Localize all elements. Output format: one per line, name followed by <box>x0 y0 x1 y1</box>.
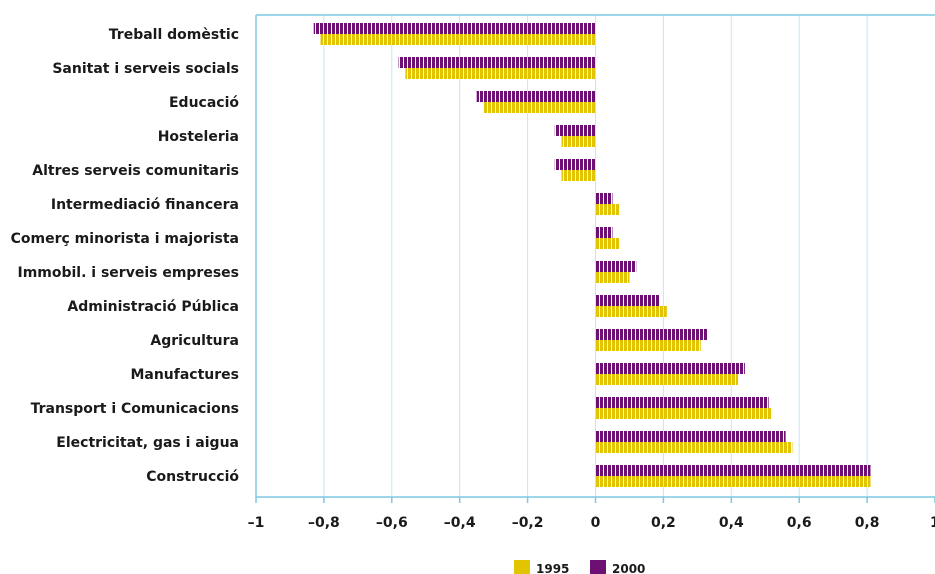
category-label: Sanitat i serveis socials <box>52 61 239 77</box>
legend-label-2000: 2000 <box>612 562 645 574</box>
legend: 1995 2000 <box>514 560 645 574</box>
bar-2000 <box>555 125 596 136</box>
category-label: Manufactures <box>130 367 239 383</box>
category-label: Transport i Comunicacions <box>31 401 239 417</box>
bar-2000 <box>596 397 769 408</box>
bar-2000 <box>555 159 596 170</box>
bar-1995 <box>596 340 701 351</box>
category-label: Construcció <box>146 469 239 485</box>
bar-2000 <box>596 261 637 272</box>
x-tick-label: –0,8 <box>308 515 340 531</box>
x-tick-label: –0,4 <box>444 515 476 531</box>
x-tick-label: –1 <box>248 515 265 531</box>
category-label: Hosteleria <box>158 129 239 145</box>
x-tick-label: 0,8 <box>855 515 880 531</box>
x-axis: –1 –0,8 –0,6 –0,4 –0,2 0 0,2 0,4 0,6 0,8 1 <box>248 497 935 531</box>
bar-1995 <box>596 408 773 419</box>
category-label: Comerç minorista i majorista <box>11 231 239 247</box>
bar-1995 <box>596 374 739 385</box>
bar-1995 <box>562 170 596 181</box>
category-labels: Treball domèstic Sanitat i serveis social… <box>11 27 240 485</box>
bar-1995 <box>596 272 630 283</box>
category-label: Treball domèstic <box>109 27 239 43</box>
bar-1995 <box>562 136 596 147</box>
bar-2000 <box>314 23 596 34</box>
bars <box>314 23 871 487</box>
bar-2000 <box>399 57 596 68</box>
gridlines <box>324 15 867 497</box>
legend-swatch-1995 <box>514 560 530 574</box>
bar-1995 <box>321 34 596 45</box>
bar-1995 <box>596 442 793 453</box>
bar-1995 <box>596 476 871 487</box>
x-tick-label: –0,6 <box>376 515 408 531</box>
category-label: Administració Pública <box>67 299 239 315</box>
bar-1995 <box>596 238 620 249</box>
x-tick-label: 0,6 <box>787 515 812 531</box>
category-label: Agricultura <box>150 333 239 349</box>
x-tick-label: 0,4 <box>719 515 744 531</box>
bar-2000 <box>596 227 613 238</box>
category-label: Immobil. i serveis empreses <box>17 265 239 281</box>
bar-2000 <box>596 431 786 442</box>
legend-swatch-2000 <box>590 560 606 574</box>
bar-2000 <box>596 295 661 306</box>
bar-2000 <box>596 363 745 374</box>
bar-2000 <box>596 193 613 204</box>
category-label: Intermediació financera <box>51 197 239 213</box>
x-tick-label: 1 <box>930 515 935 531</box>
x-tick-label: 0,2 <box>651 515 676 531</box>
bar-2000 <box>477 91 596 102</box>
category-label: Educació <box>169 95 239 111</box>
bar-1995 <box>596 204 620 215</box>
category-label: Altres serveis comunitaris <box>32 163 239 179</box>
bar-1995 <box>405 68 595 79</box>
bar-2000 <box>596 329 708 340</box>
x-tick-label: –0,2 <box>512 515 544 531</box>
bar-2000 <box>596 465 871 476</box>
category-label: Electricitat, gas i aigua <box>56 435 239 451</box>
bar-1995 <box>596 306 667 317</box>
x-tick-label: 0 <box>591 515 601 531</box>
legend-label-1995: 1995 <box>536 562 569 574</box>
bar-1995 <box>483 102 595 113</box>
